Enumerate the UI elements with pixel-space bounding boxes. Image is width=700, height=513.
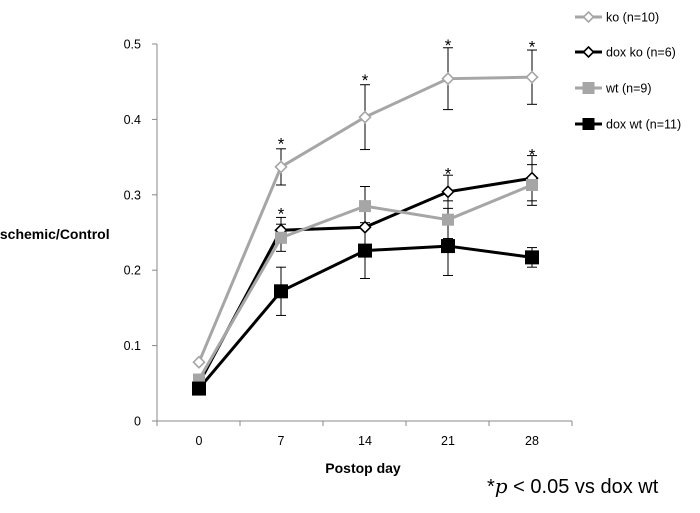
significance-star: * — [529, 38, 536, 57]
y-tick-label: 0 — [134, 415, 141, 429]
legend-label-ko: ko (n=10) — [606, 11, 659, 25]
y-tick-label: 0.4 — [124, 113, 141, 127]
data-point-dox-wt — [525, 250, 539, 265]
significance-star: * — [529, 146, 536, 165]
legend-marker-ko — [582, 10, 595, 24]
x-tick-label: 0 — [196, 434, 203, 448]
legend-label-dox-wt: dox wt (n=11) — [606, 118, 681, 132]
legend-item-dox-ko: dox ko (n=6) — [575, 46, 676, 60]
significance-star: * — [362, 71, 369, 90]
data-point-wt — [442, 213, 454, 226]
y-tick-label: 0.2 — [124, 264, 141, 278]
y-tick-label: 0.5 — [124, 38, 141, 52]
data-point-dox-wt — [274, 284, 288, 299]
data-point-wt — [359, 200, 371, 213]
data-point-dox-wt — [192, 381, 206, 396]
data-point-dox-ko — [441, 185, 455, 199]
data-point-wt — [526, 178, 538, 191]
legend-marker-dox-wt — [582, 118, 595, 130]
y-tick-label: 0.1 — [124, 339, 141, 353]
data-point-ko — [441, 72, 455, 86]
legend-marker-wt — [582, 82, 595, 94]
data-point-ko — [525, 70, 539, 84]
significance-stars: * * * * * * * — [278, 36, 536, 223]
footnote-p-symbol: p — [494, 474, 508, 498]
significance-footnote: *p < 0.05 vs dox wt — [487, 474, 658, 499]
x-axis-title: Postop day — [325, 460, 401, 476]
legend-item-dox-wt: dox wt (n=11) — [575, 118, 681, 132]
significance-star: * — [445, 164, 452, 183]
y-axis-title: Ischemic/Control — [0, 226, 110, 242]
significance-star: * — [278, 204, 285, 223]
data-point-dox-ko — [358, 220, 372, 234]
x-tick-label: 14 — [358, 434, 372, 448]
y-tick-label: 0.3 — [124, 188, 141, 202]
series-markers — [192, 70, 539, 396]
legend-label-dox-ko: dox ko (n=6) — [606, 46, 676, 60]
data-point-ko — [274, 160, 288, 174]
legend: ko (n=10) dox ko (n=6) wt (n=9) dox wt (n=1… — [575, 11, 681, 132]
data-point-dox-wt — [441, 239, 455, 254]
legend-item-ko: ko (n=10) — [575, 11, 659, 25]
x-tick-label: 21 — [441, 434, 455, 448]
legend-item-wt: wt (n=9) — [575, 82, 652, 96]
legend-label-wt: wt (n=9) — [605, 82, 652, 96]
x-tick-label: 7 — [278, 434, 285, 448]
data-point-ko — [192, 355, 206, 369]
footnote-asterisk: * — [487, 476, 495, 498]
data-point-dox-wt — [358, 243, 372, 258]
data-point-wt — [275, 231, 287, 244]
significance-star: * — [278, 134, 285, 153]
axes: 0 0.1 0.2 0.3 0.4 0.5 0 7 14 21 28 — [124, 38, 573, 448]
significance-star: * — [445, 36, 452, 55]
data-point-ko — [358, 110, 372, 124]
footnote-text: < 0.05 vs dox wt — [507, 476, 659, 498]
legend-marker-dox-ko — [582, 45, 595, 59]
x-tick-label: 28 — [525, 434, 539, 448]
